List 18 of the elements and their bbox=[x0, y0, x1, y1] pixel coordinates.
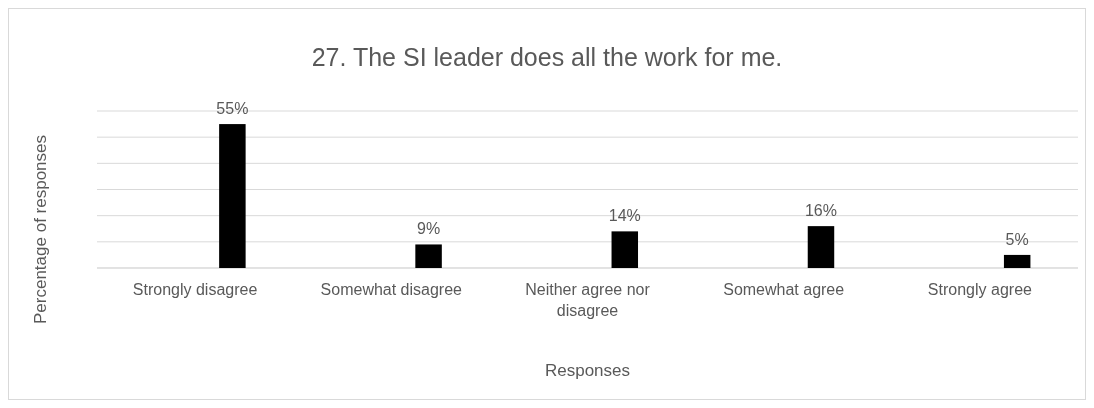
data-label: 14% bbox=[608, 207, 641, 225]
chart-title: 27. The SI leader does all the work for me. bbox=[311, 43, 783, 71]
y-axis-title: Percentage of responses bbox=[31, 134, 50, 325]
x-tick-label: Somewhat disagree bbox=[320, 281, 463, 298]
x-tick-label: Somewhat agree bbox=[723, 281, 845, 298]
bar bbox=[219, 124, 246, 268]
x-tick-label: Strongly disagree bbox=[132, 281, 258, 298]
x-tick-label: Strongly agree bbox=[927, 281, 1033, 298]
bar bbox=[611, 231, 639, 268]
data-label: 55% bbox=[216, 100, 249, 118]
data-label: 16% bbox=[804, 202, 837, 220]
data-label: 5% bbox=[1005, 230, 1029, 248]
bar bbox=[807, 226, 835, 268]
x-axis-title: Responses bbox=[544, 361, 631, 380]
x-tick-label: Neither agree nor disagree bbox=[525, 281, 651, 319]
data-label: 9% bbox=[417, 220, 441, 238]
bar bbox=[415, 244, 442, 268]
bar bbox=[1003, 254, 1031, 268]
